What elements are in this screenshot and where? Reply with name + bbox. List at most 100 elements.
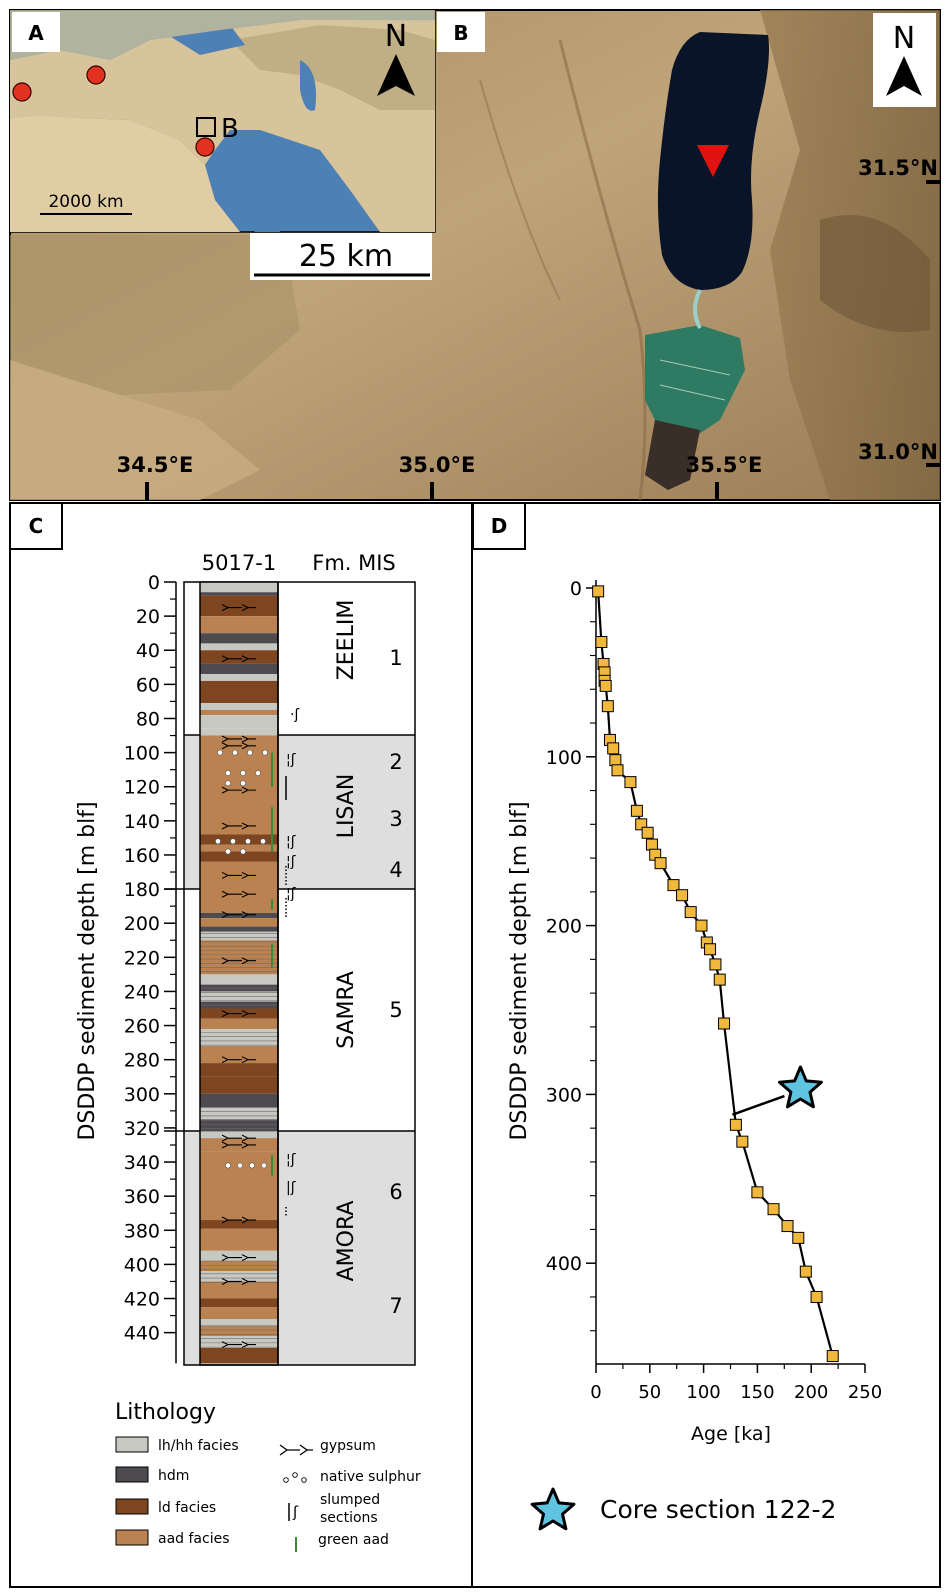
lithology-layer <box>200 1131 278 1139</box>
gypsum-mark <box>221 890 256 898</box>
depth-tick-label: 160 <box>124 845 160 867</box>
lithology-layer <box>200 912 278 919</box>
mis-6: 6 <box>389 1180 402 1204</box>
gypsum-mark <box>221 742 256 750</box>
lithology-layer <box>200 844 278 852</box>
gypsum-mark <box>221 871 256 879</box>
legend-green: green aad <box>295 1532 389 1552</box>
lithology-layer <box>200 1151 278 1221</box>
gypsum-mark <box>221 1341 256 1349</box>
depth-tick-label: 180 <box>124 879 160 901</box>
lithology-layer <box>200 1228 278 1251</box>
x-tick-label: 250 <box>848 1382 882 1403</box>
lithology-layer <box>200 715 278 729</box>
panel-c-tag: C <box>29 514 44 538</box>
lithology-layer <box>200 1260 278 1272</box>
scale-label-a: 2000 km <box>48 192 123 212</box>
north-arrow-icon <box>886 56 922 96</box>
data-point <box>667 879 680 892</box>
lithology-layer <box>200 1318 278 1326</box>
lithology-layer <box>200 1093 278 1108</box>
x-tick-label: 100 <box>686 1382 720 1403</box>
data-point <box>736 1135 749 1148</box>
depth-tick-label: 320 <box>124 1118 160 1140</box>
formation-lisan: LISAN <box>334 774 359 839</box>
chart-axes: 0 50 100 150 200 250 0 100 200 300 400 <box>546 578 882 1403</box>
legend-hdm: hdm <box>115 1466 189 1484</box>
svg-text:·ʃ: ·ʃ <box>290 707 299 723</box>
lithology-layer <box>200 650 278 664</box>
y-tick-label: 400 <box>546 1253 582 1275</box>
lithology-layer <box>200 1347 278 1364</box>
mis-1: 1 <box>389 646 402 670</box>
y-axis-label-c: DSDDP sediment depth [m blf] <box>75 801 100 1140</box>
lon-label-2: 35.0°E <box>399 453 476 477</box>
gypsum-mark <box>221 1141 256 1149</box>
formation-amora: AMORA <box>334 1201 359 1282</box>
site-dot-dead-sea <box>195 137 215 157</box>
panel-a: B N 2000 km A <box>9 9 436 233</box>
lithology-layer <box>200 861 278 913</box>
data-point <box>592 585 605 598</box>
legend-star-icon <box>530 1487 576 1531</box>
data-point <box>630 804 643 817</box>
data-point <box>611 764 624 777</box>
svg-text:green aad: green aad <box>318 1532 389 1548</box>
depth-tick-label: 40 <box>136 640 160 662</box>
lat-label-2: 31.0°N <box>858 440 938 464</box>
lithology-layer <box>200 926 278 932</box>
data-point <box>781 1220 794 1233</box>
data-point <box>599 679 612 692</box>
gypsum-mark <box>221 957 256 965</box>
lithology-layer <box>200 1281 278 1299</box>
legend-title: Lithology <box>115 1400 216 1425</box>
lithology-layer <box>200 931 278 941</box>
mis-3: 3 <box>389 807 402 831</box>
age-depth-points <box>592 585 839 1363</box>
sulphur-dot <box>240 780 246 787</box>
lithology-layer <box>200 703 278 710</box>
lithology-layer <box>200 643 278 651</box>
depth-tick-label: 140 <box>124 811 160 833</box>
mis-5: 5 <box>389 998 402 1022</box>
data-point <box>751 1186 764 1199</box>
lithology-layer <box>200 1018 278 1029</box>
lithology-layer <box>200 1028 278 1047</box>
depth-tick-label: 300 <box>124 1084 160 1106</box>
svg-text:|ʃ: |ʃ <box>286 1180 296 1196</box>
data-point <box>709 958 722 971</box>
legend-gypsum: gypsum <box>279 1438 376 1456</box>
sulphur-dot <box>261 1162 267 1169</box>
lithology-layer <box>200 1250 278 1261</box>
legend-aad: aad facies <box>115 1529 230 1547</box>
lithology-layer <box>200 918 278 927</box>
formation-zeelim: ZEELIM <box>334 600 359 681</box>
core-title: 5017-1 <box>202 551 276 575</box>
lithology-layer <box>200 1063 278 1077</box>
svg-text:aad facies: aad facies <box>158 1531 230 1547</box>
lithology-layer <box>200 595 278 617</box>
lithology-layer <box>200 582 278 593</box>
gypsum-mark <box>221 604 256 612</box>
site-dot-italy <box>86 65 106 85</box>
box-label-b: B <box>221 114 239 144</box>
lithology-layer <box>200 1076 278 1094</box>
data-point <box>641 826 654 839</box>
depth-tick-label: 0 <box>148 572 160 594</box>
north-arrow-icon <box>377 54 415 96</box>
sulphur-dot <box>217 749 223 756</box>
slump-markers: ·ʃ ¦ʃ ¦ʃ ¦ʃ ¦ʃ ¦ʃ |ʃ <box>285 707 299 1216</box>
gypsum-mark <box>221 1010 256 1018</box>
data-point <box>810 1290 823 1303</box>
gypsum-mark <box>221 1134 256 1142</box>
legend-sulphur: native sulphur <box>283 1469 421 1485</box>
data-point <box>704 943 717 956</box>
gypsum-mark <box>221 786 256 794</box>
core-column <box>200 582 278 1364</box>
svg-text:ʃ: ʃ <box>292 1503 299 1521</box>
panel-d-tag: D <box>491 514 508 538</box>
data-point <box>624 776 637 789</box>
x-tick-label: 50 <box>638 1382 661 1403</box>
svg-text:hdm: hdm <box>158 1468 189 1484</box>
sulphur-dot <box>237 1162 243 1169</box>
